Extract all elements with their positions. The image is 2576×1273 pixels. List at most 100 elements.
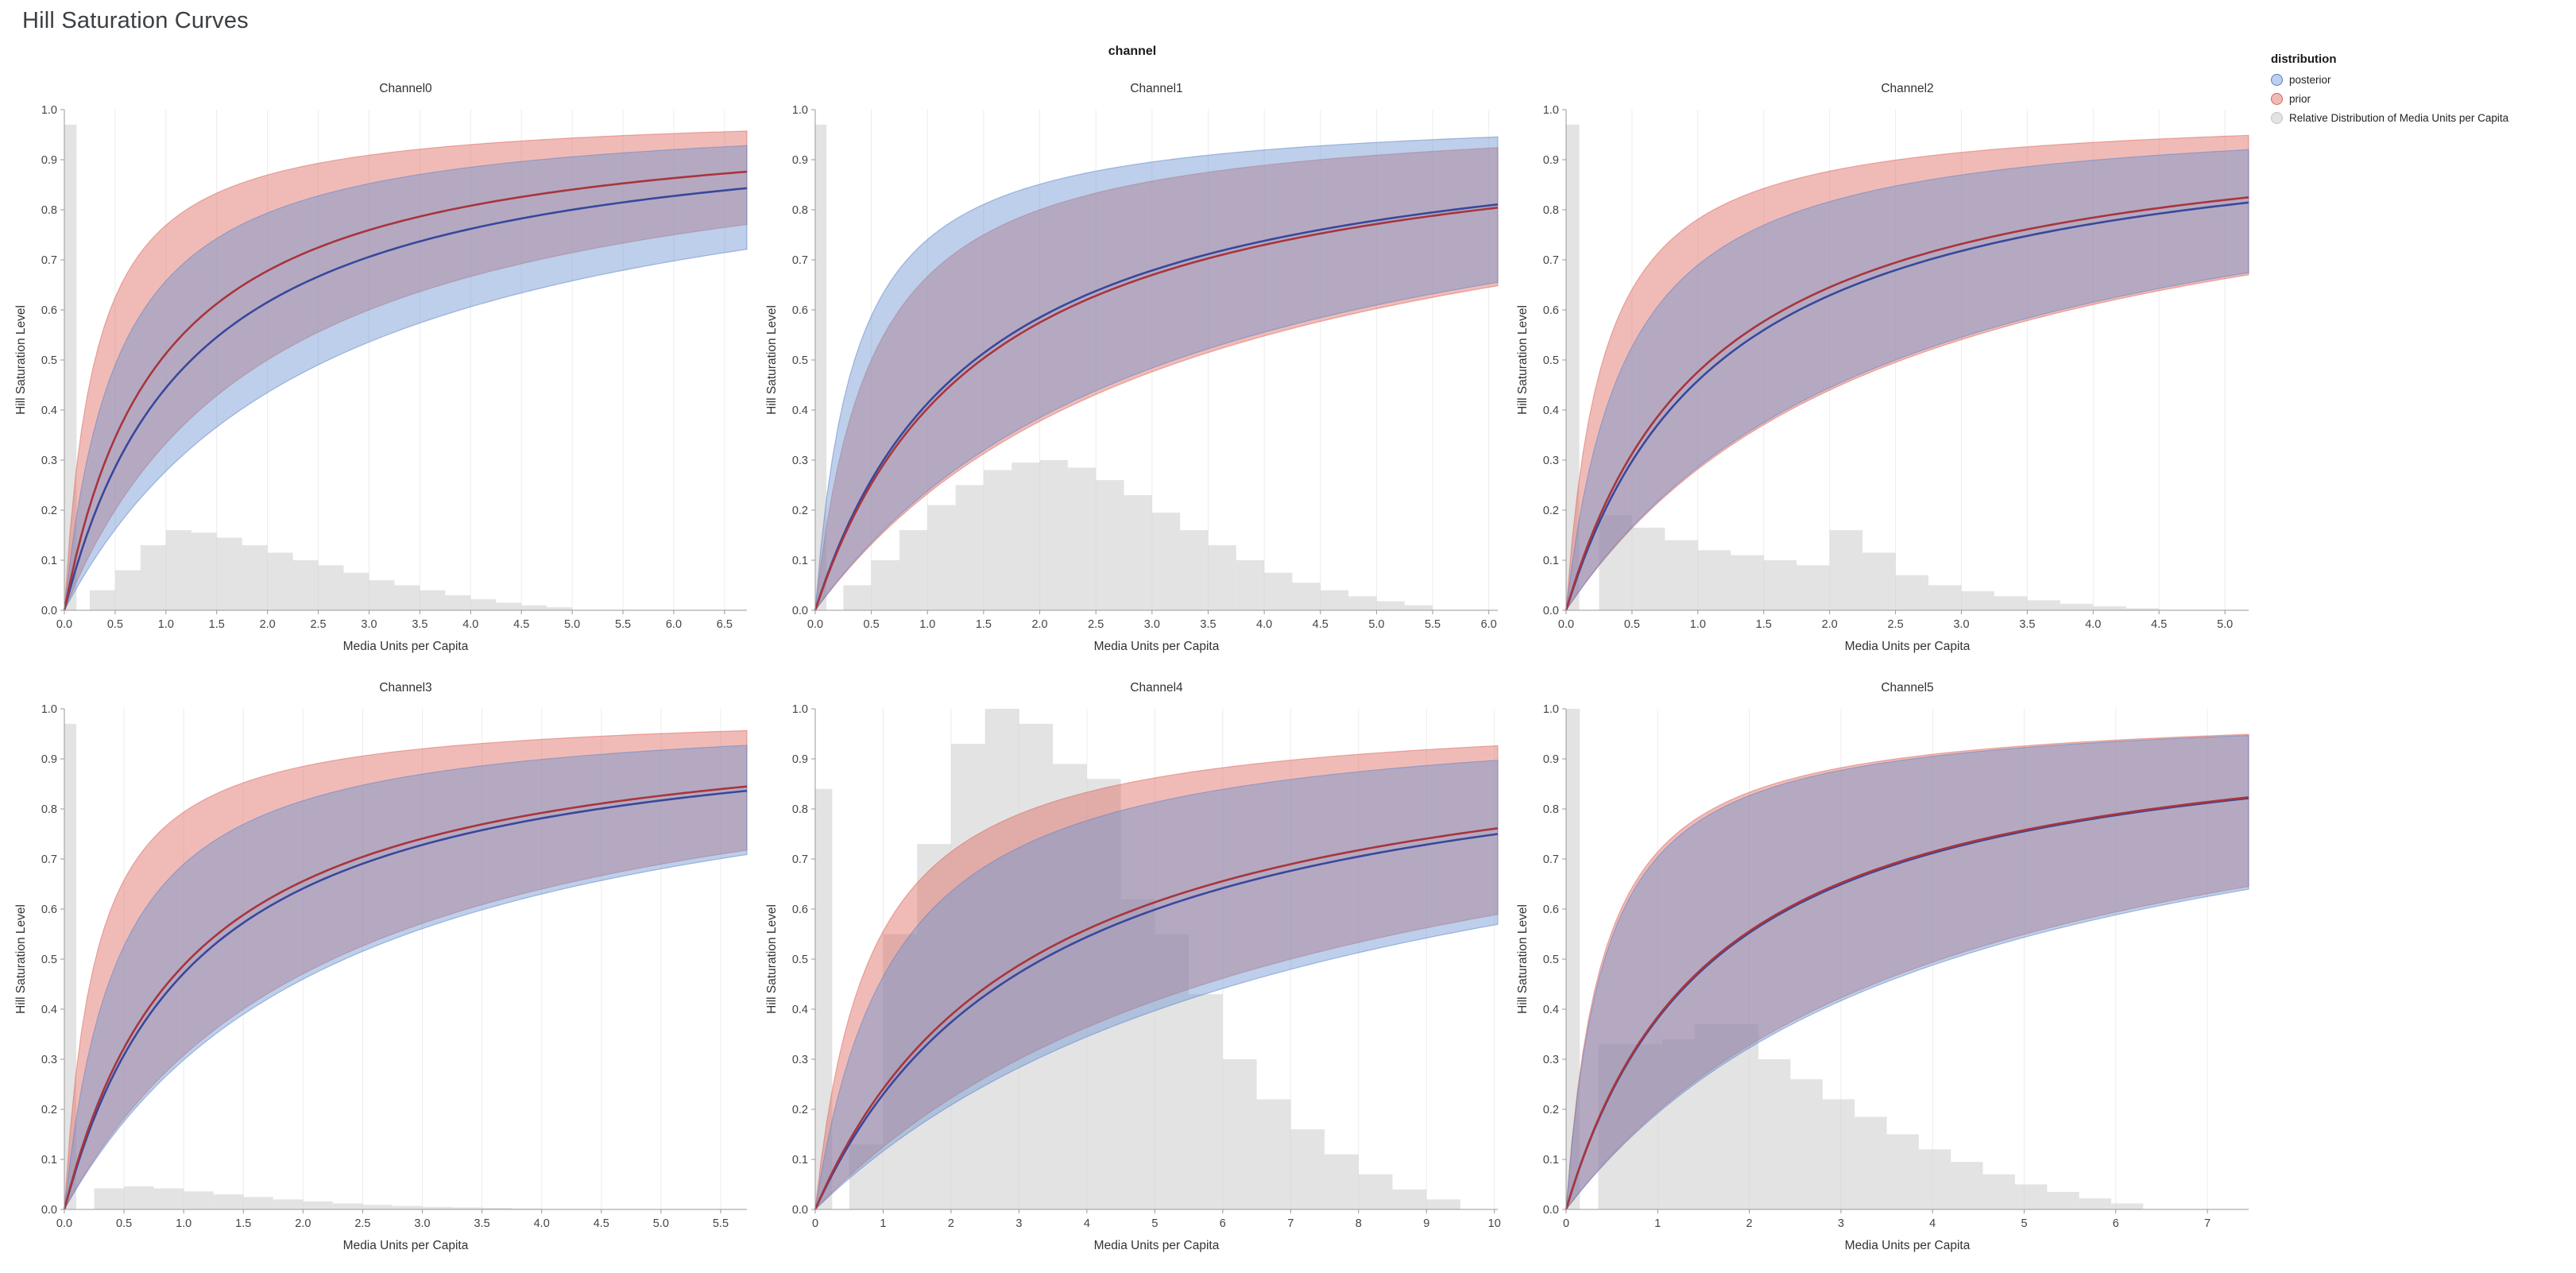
- svg-text:Channel5: Channel5: [1881, 681, 1933, 695]
- svg-text:0.7: 0.7: [792, 254, 808, 267]
- chart-svg-channel0: 0.0 0.5 1.0 1.5 2.0 2.5 3.0 3.5 4.0 4.5 5.0 5.5 6.0 6…: [14, 82, 748, 653]
- svg-text:4: 4: [1084, 1217, 1090, 1230]
- svg-text:0.7: 0.7: [792, 853, 808, 866]
- svg-text:0.2: 0.2: [41, 1104, 57, 1116]
- svg-text:0.3: 0.3: [792, 1054, 808, 1066]
- chart-svg-channel3: 0.0 0.5 1.0 1.5 2.0 2.5 3.0 3.5 4.0 4.5 5.0 5.5 0.0 0…: [14, 681, 748, 1252]
- svg-text:0.0: 0.0: [41, 1204, 57, 1217]
- svg-text:2.0: 2.0: [1031, 618, 1047, 631]
- svg-text:Channel3: Channel3: [379, 681, 431, 695]
- svg-text:0.1: 0.1: [41, 555, 57, 567]
- svg-text:3.5: 3.5: [2019, 618, 2035, 631]
- svg-text:0.9: 0.9: [792, 154, 808, 167]
- svg-text:2.5: 2.5: [354, 1217, 370, 1230]
- svg-text:0.5: 0.5: [1624, 618, 1640, 631]
- svg-text:1.0: 1.0: [176, 1217, 191, 1230]
- svg-text:4.5: 4.5: [1313, 618, 1329, 631]
- svg-text:2.5: 2.5: [1887, 618, 1903, 631]
- histogram-swatch-icon: [2271, 112, 2283, 124]
- svg-text:Media Units per Capita: Media Units per Capita: [343, 1239, 469, 1252]
- svg-text:Hill Saturation Level: Hill Saturation Level: [1516, 305, 1530, 415]
- charts-grid: 0.0 0.5 1.0 1.5 2.0 2.5 3.0 3.5 4.0 4.5 5.0 5.5 6.0 6…: [12, 73, 2265, 1260]
- svg-text:0.0: 0.0: [792, 605, 808, 617]
- svg-text:3.0: 3.0: [1953, 618, 1969, 631]
- svg-text:3: 3: [1838, 1217, 1844, 1230]
- svg-text:0.9: 0.9: [41, 154, 57, 167]
- svg-text:0.4: 0.4: [1543, 1004, 1559, 1016]
- svg-text:0.1: 0.1: [1543, 555, 1559, 567]
- svg-text:4.0: 4.0: [534, 1217, 550, 1230]
- svg-text:1.0: 1.0: [1543, 703, 1559, 716]
- svg-text:Media Units per Capita: Media Units per Capita: [1845, 1239, 1971, 1252]
- svg-text:1.0: 1.0: [41, 703, 57, 716]
- svg-text:5.0: 5.0: [2217, 618, 2233, 631]
- svg-text:5.5: 5.5: [713, 1217, 729, 1230]
- svg-text:0.7: 0.7: [41, 254, 57, 267]
- svg-text:0.3: 0.3: [1543, 1054, 1559, 1066]
- chart-channel1: 0.0 0.5 1.0 1.5 2.0 2.5 3.0 3.5 4.0 4.5 5.0 5.5 6.0 0…: [763, 73, 1514, 661]
- svg-text:1.5: 1.5: [976, 618, 992, 631]
- svg-text:0.3: 0.3: [1543, 455, 1559, 467]
- svg-text:0.8: 0.8: [792, 204, 808, 217]
- svg-text:5: 5: [2021, 1217, 2027, 1230]
- svg-text:0.2: 0.2: [792, 505, 808, 517]
- svg-text:0.5: 0.5: [41, 954, 57, 966]
- legend: distribution posterior prior Relative Di…: [2271, 52, 2508, 131]
- svg-text:Hill Saturation Level: Hill Saturation Level: [765, 904, 779, 1014]
- svg-text:7: 7: [2204, 1217, 2210, 1230]
- svg-text:0.6: 0.6: [1543, 304, 1559, 317]
- svg-text:0.1: 0.1: [1543, 1154, 1559, 1167]
- svg-text:3.5: 3.5: [474, 1217, 490, 1230]
- svg-text:0.4: 0.4: [1543, 404, 1559, 417]
- svg-text:0.4: 0.4: [792, 404, 808, 417]
- svg-text:0.5: 0.5: [107, 618, 123, 631]
- svg-text:3.0: 3.0: [1144, 618, 1160, 631]
- svg-text:0.2: 0.2: [41, 505, 57, 517]
- svg-text:6: 6: [2113, 1217, 2119, 1230]
- svg-text:2.0: 2.0: [295, 1217, 311, 1230]
- svg-text:0.4: 0.4: [41, 1004, 57, 1016]
- svg-text:Hill Saturation Level: Hill Saturation Level: [14, 305, 28, 415]
- svg-text:3.5: 3.5: [412, 618, 427, 631]
- chart-svg-channel1: 0.0 0.5 1.0 1.5 2.0 2.5 3.0 3.5 4.0 4.5 5.0 5.5 6.0 0…: [765, 82, 1499, 653]
- svg-text:0.3: 0.3: [41, 455, 57, 467]
- svg-text:Hill Saturation Level: Hill Saturation Level: [1516, 904, 1530, 1014]
- svg-text:0.6: 0.6: [41, 903, 57, 916]
- svg-text:0.5: 0.5: [1543, 354, 1559, 367]
- svg-text:0.9: 0.9: [792, 753, 808, 766]
- posterior-swatch-icon: [2271, 74, 2283, 86]
- svg-text:0.9: 0.9: [1543, 753, 1559, 766]
- svg-text:1.0: 1.0: [792, 703, 808, 716]
- svg-text:1.0: 1.0: [1690, 618, 1706, 631]
- svg-text:8: 8: [1356, 1217, 1362, 1230]
- svg-text:4.0: 4.0: [2085, 618, 2101, 631]
- svg-text:0.8: 0.8: [41, 204, 57, 217]
- svg-text:9: 9: [1423, 1217, 1429, 1230]
- svg-text:Media Units per Capita: Media Units per Capita: [343, 640, 469, 653]
- chart-channel4: 0 1 2 3 4 5 6 7 8 9 10 0.0 0.1 0.2 0.3 0.4 0.5 0.6 0.7 0.8 0…: [763, 672, 1514, 1260]
- chart-channel0: 0.0 0.5 1.0 1.5 2.0 2.5 3.0 3.5 4.0 4.5 5.0 5.5 6.0 6…: [12, 73, 763, 661]
- svg-text:0.6: 0.6: [792, 304, 808, 317]
- svg-text:0.3: 0.3: [41, 1054, 57, 1066]
- svg-text:5: 5: [1151, 1217, 1158, 1230]
- svg-text:0.6: 0.6: [792, 903, 808, 916]
- svg-text:2: 2: [1746, 1217, 1753, 1230]
- svg-text:0.7: 0.7: [1543, 853, 1559, 866]
- svg-text:1.0: 1.0: [792, 104, 808, 117]
- legend-item-media-distribution: Relative Distribution of Media Units per…: [2271, 112, 2508, 124]
- svg-text:2.0: 2.0: [1822, 618, 1838, 631]
- svg-text:0.6: 0.6: [1543, 903, 1559, 916]
- legend-title: distribution: [2271, 52, 2337, 66]
- svg-text:3.0: 3.0: [414, 1217, 430, 1230]
- svg-text:Media Units per Capita: Media Units per Capita: [1094, 1239, 1220, 1252]
- svg-text:0.0: 0.0: [807, 618, 823, 631]
- svg-text:5.0: 5.0: [1368, 618, 1384, 631]
- svg-text:4.5: 4.5: [513, 618, 529, 631]
- svg-text:0.3: 0.3: [792, 455, 808, 467]
- svg-text:0: 0: [1563, 1217, 1569, 1230]
- svg-text:0: 0: [812, 1217, 818, 1230]
- svg-text:0.0: 0.0: [1543, 1204, 1559, 1217]
- svg-text:5.5: 5.5: [1425, 618, 1441, 631]
- svg-text:1.5: 1.5: [209, 618, 225, 631]
- svg-text:1.0: 1.0: [1543, 104, 1559, 117]
